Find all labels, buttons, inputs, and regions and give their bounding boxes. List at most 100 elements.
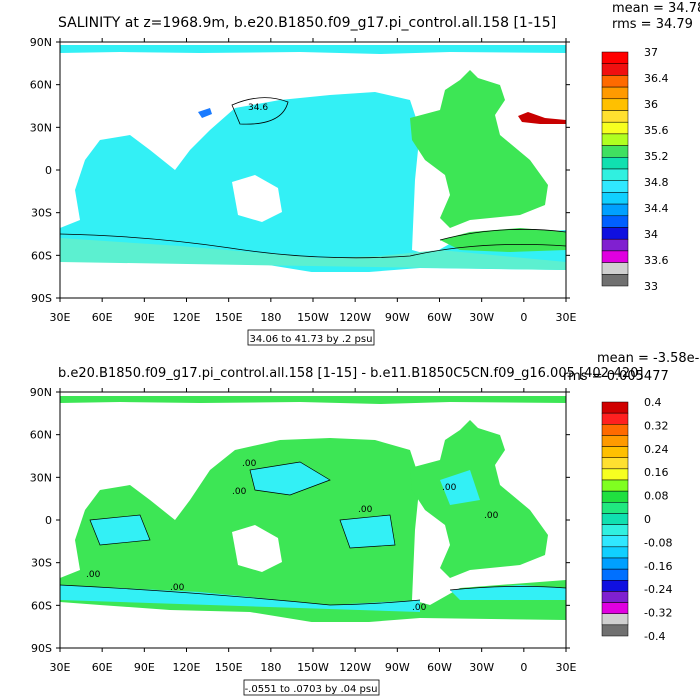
- panel-2-mean: mean = -3.58e-05: [597, 351, 700, 366]
- lon-tick-label: 150E: [215, 311, 243, 324]
- lat-tick-label: 90S: [31, 642, 52, 655]
- panel-2-contour-label: .00: [358, 505, 373, 515]
- panel-2-contour-label: .00: [232, 487, 247, 497]
- colorbar-swatch: [601, 490, 629, 503]
- colorbar-swatch: [601, 568, 629, 581]
- colorbar-swatch: [601, 274, 629, 287]
- lat-tick-label: 30N: [30, 121, 52, 134]
- panel-2: b.e20.B1850.f09_g17.pi_control.all.158 […: [30, 351, 700, 696]
- panel-2-contour-label: .00: [442, 483, 457, 493]
- lat-tick-label: 90N: [30, 36, 52, 49]
- colorbar-swatch: [601, 502, 629, 514]
- lat-tick-label: 60S: [31, 599, 52, 612]
- colorbar-swatch: [601, 513, 629, 525]
- colorbar-label: 35.6: [644, 124, 669, 137]
- panel-1-ticks: 90N 60N 30N 0 30S 60S 90S 30E 60E 90E 120E 150E 180 1…: [30, 36, 577, 324]
- colorbar-swatch: [601, 479, 629, 492]
- lon-tick-label: 0: [520, 311, 527, 324]
- colorbar-label: 0: [644, 513, 651, 526]
- colorbar-swatch: [601, 51, 629, 64]
- colorbar-swatch: [601, 535, 629, 548]
- colorbar-label: 0.24: [644, 443, 669, 456]
- panel-1-colorbar: 37 36.4 36 35.6 35.2 34.8 34.4 34 33.6 33: [601, 46, 669, 293]
- colorbar-label: 36.4: [644, 72, 669, 85]
- colorbar-swatch: [601, 602, 629, 614]
- lon-tick-label: 90E: [134, 661, 155, 674]
- colorbar-label: 37: [644, 46, 658, 59]
- colorbar-swatch: [601, 250, 629, 263]
- panel-2-title: b.e20.B1850.f09_g17.pi_control.all.158 […: [58, 366, 643, 381]
- colorbar-swatch: [601, 546, 629, 559]
- lon-tick-label: 90E: [134, 311, 155, 324]
- colorbar-label: -0.08: [644, 536, 672, 549]
- lon-tick-label: 120E: [173, 661, 201, 674]
- lon-tick-label: 60W: [427, 311, 452, 324]
- colorbar-swatch: [601, 168, 629, 181]
- panel-2-rms: rms = 0.005477: [563, 369, 669, 384]
- colorbar-label: 34.8: [644, 176, 669, 189]
- lat-tick-label: 60S: [31, 249, 52, 262]
- panel-2-contour-label: .00: [412, 603, 427, 613]
- panel-1-map: 34.6: [60, 42, 566, 298]
- panel-1-contour-label: 34.6: [248, 103, 268, 113]
- colorbar-label: 0.16: [644, 466, 669, 479]
- lon-tick-label: 0: [520, 661, 527, 674]
- lon-tick-label: 90W: [385, 661, 410, 674]
- colorbar-swatch: [601, 524, 629, 536]
- colorbar-label: 0.08: [644, 490, 669, 503]
- panel-2-contour-label: .00: [242, 459, 257, 469]
- panel-2-ticks: 90N 60N 30N 0 30S 60S 90S 30E 60E 90E 120E 150E 180 1…: [30, 386, 577, 674]
- panel-2-colorbar: 0.4 0.32 0.24 0.16 0.08 0 -0.08 -0.16 -0.24 -0.32…: [601, 396, 672, 643]
- colorbar-label: 0.32: [644, 419, 669, 432]
- lon-tick-label: 180: [260, 661, 281, 674]
- colorbar-swatch: [601, 613, 629, 626]
- lon-tick-label: 30W: [469, 311, 494, 324]
- colorbar-label: 33: [644, 280, 658, 293]
- colorbar-swatch: [601, 435, 629, 447]
- lat-tick-label: 60N: [30, 79, 52, 92]
- lat-tick-label: 90S: [31, 292, 52, 305]
- colorbar-label: 36: [644, 98, 658, 111]
- panel-2-map: .00 .00 .00 .00 .00 .00 .00 .00: [60, 392, 566, 648]
- lon-tick-label: 30E: [556, 661, 577, 674]
- colorbar-swatch: [601, 457, 629, 470]
- lon-tick-label: 150W: [297, 661, 329, 674]
- colorbar-swatch: [601, 446, 629, 458]
- colorbar-swatch: [601, 412, 629, 425]
- panel-1-title: SALINITY at z=1968.9m, b.e20.B1850.f09_g…: [58, 15, 556, 31]
- colorbar-swatch: [601, 238, 629, 252]
- colorbar-swatch: [601, 192, 629, 205]
- panel-1-range-box: [247, 329, 375, 346]
- lon-tick-label: 120W: [339, 311, 371, 324]
- lon-tick-label: 30E: [50, 661, 71, 674]
- colorbar-swatch: [601, 227, 629, 240]
- colorbar-swatch: [601, 63, 629, 76]
- colorbar-label: -0.24: [644, 583, 672, 596]
- panel-1-mean: mean = 34.78: [612, 1, 700, 16]
- panel-2-contour-label: .00: [484, 511, 499, 521]
- lat-tick-label: 90N: [30, 386, 52, 399]
- colorbar-swatch: [601, 580, 629, 592]
- panel-1: SALINITY at z=1968.9m, b.e20.B1850.f09_g…: [30, 1, 700, 346]
- panel-1-range-text: 34.06 to 41.73 by .2 psu: [250, 334, 373, 345]
- lon-tick-label: 90W: [385, 311, 410, 324]
- lon-tick-label: 30W: [469, 661, 494, 674]
- panel-2-contour-label: .00: [170, 583, 185, 593]
- colorbar-swatch: [601, 468, 629, 481]
- panel-1-rms: rms = 34.79: [612, 17, 693, 32]
- panel-2-contour-label: .00: [86, 570, 101, 580]
- lat-tick-label: 60N: [30, 429, 52, 442]
- colorbar-label: 35.2: [644, 150, 669, 163]
- colorbar-label: -0.32: [644, 607, 672, 620]
- lon-tick-label: 60W: [427, 661, 452, 674]
- panel-2-range-box: [243, 679, 380, 696]
- colorbar-swatch: [601, 75, 629, 88]
- lat-tick-label: 30S: [31, 207, 52, 220]
- colorbar-label: 33.6: [644, 254, 669, 267]
- colorbar-label: 34.4: [644, 202, 669, 215]
- lon-tick-label: 60E: [92, 311, 113, 324]
- colorbar-swatch: [601, 215, 629, 228]
- lon-tick-label: 150W: [297, 311, 329, 324]
- lat-tick-label: 0: [45, 514, 52, 527]
